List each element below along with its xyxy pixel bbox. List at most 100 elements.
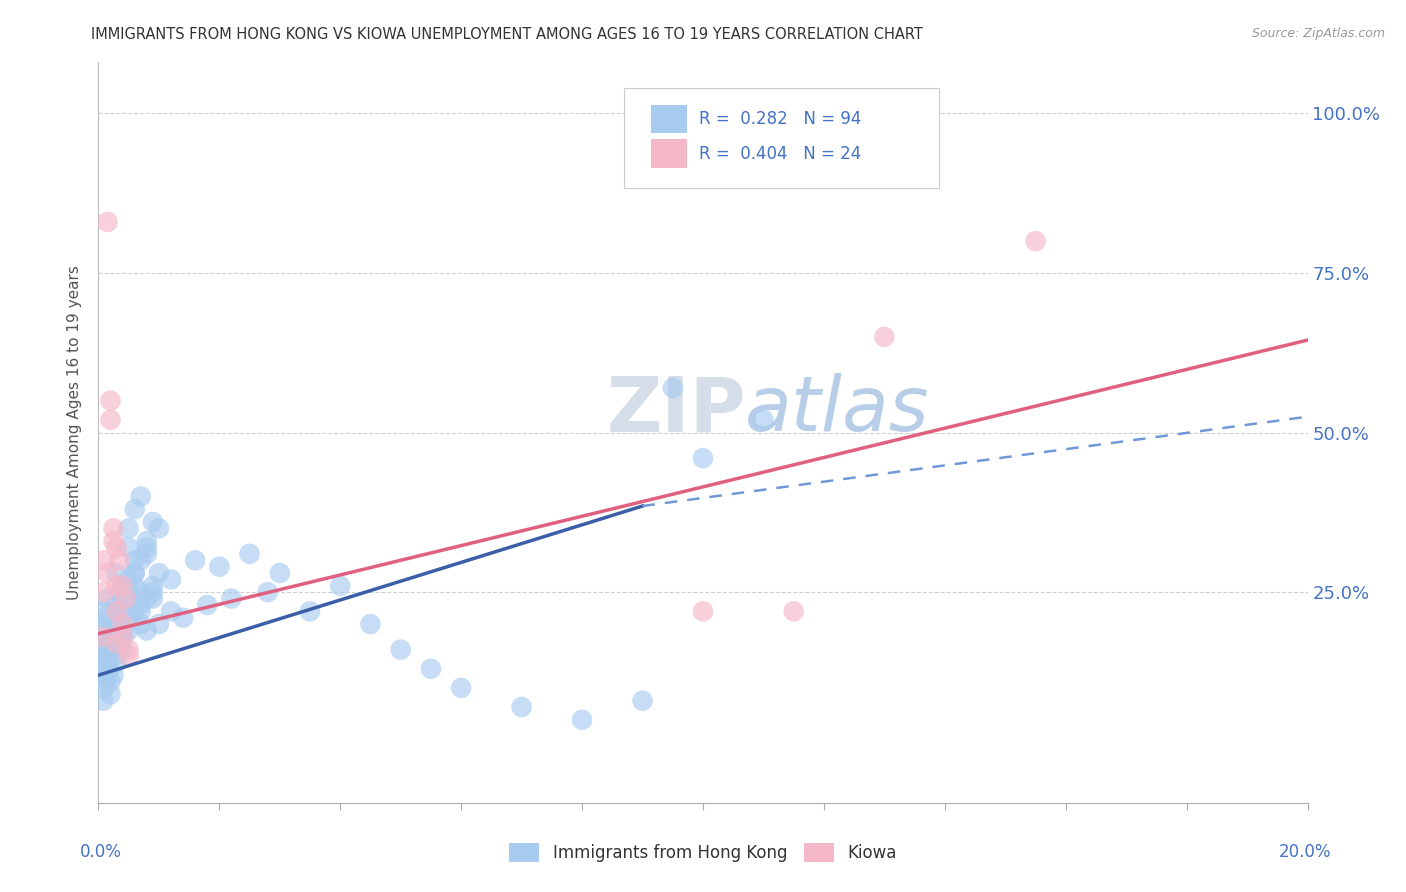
- Point: [100, 687, 122, 701]
- Point: [105, 604, 128, 618]
- Point: [100, 624, 122, 638]
- Point: [111, 591, 134, 606]
- Point: [93, 553, 115, 567]
- Point: [148, 521, 170, 535]
- Point: [105, 566, 128, 580]
- FancyBboxPatch shape: [651, 139, 688, 168]
- Point: [105, 656, 128, 670]
- Legend: Immigrants from Hong Kong, Kiowa: Immigrants from Hong Kong, Kiowa: [503, 836, 903, 869]
- Point: [571, 713, 593, 727]
- Point: [111, 624, 134, 638]
- FancyBboxPatch shape: [624, 88, 939, 188]
- Point: [142, 579, 165, 593]
- Point: [135, 547, 157, 561]
- Point: [111, 642, 134, 657]
- Point: [93, 636, 115, 650]
- Point: [129, 490, 152, 504]
- Point: [100, 393, 122, 408]
- Point: [98, 662, 121, 676]
- Point: [93, 611, 115, 625]
- Text: 0.0%: 0.0%: [80, 843, 122, 861]
- Point: [111, 617, 134, 632]
- Point: [118, 648, 141, 663]
- Point: [93, 624, 115, 638]
- Point: [118, 642, 141, 657]
- Point: [91, 694, 114, 708]
- Point: [98, 630, 121, 644]
- Point: [105, 617, 128, 632]
- Point: [100, 636, 122, 650]
- Point: [111, 579, 134, 593]
- Point: [450, 681, 472, 695]
- Point: [135, 541, 157, 555]
- Point: [420, 662, 443, 676]
- Point: [221, 591, 243, 606]
- Point: [108, 636, 131, 650]
- Point: [96, 656, 118, 670]
- Point: [148, 566, 170, 580]
- Point: [360, 617, 382, 632]
- Point: [96, 215, 118, 229]
- Point: [208, 559, 231, 574]
- Point: [124, 502, 146, 516]
- Point: [873, 330, 896, 344]
- Point: [124, 566, 146, 580]
- Point: [160, 573, 183, 587]
- Point: [114, 591, 136, 606]
- Point: [129, 604, 152, 618]
- Point: [135, 624, 157, 638]
- Point: [124, 604, 146, 618]
- Point: [142, 515, 165, 529]
- Text: R =  0.404   N = 24: R = 0.404 N = 24: [699, 145, 862, 162]
- Point: [692, 451, 714, 466]
- Text: 20.0%: 20.0%: [1278, 843, 1331, 861]
- Point: [108, 553, 131, 567]
- Point: [118, 585, 141, 599]
- Text: atlas: atlas: [745, 374, 929, 448]
- Point: [105, 541, 128, 555]
- Point: [389, 642, 412, 657]
- Point: [103, 668, 125, 682]
- Point: [111, 604, 134, 618]
- Point: [100, 413, 122, 427]
- Point: [93, 585, 115, 599]
- Point: [142, 591, 165, 606]
- Point: [111, 579, 134, 593]
- Point: [111, 630, 134, 644]
- Point: [172, 611, 194, 625]
- Point: [96, 668, 118, 682]
- Point: [1024, 234, 1046, 248]
- Point: [118, 541, 141, 555]
- Point: [91, 630, 114, 644]
- Point: [118, 611, 141, 625]
- Point: [269, 566, 291, 580]
- Point: [129, 617, 152, 632]
- Point: [142, 585, 165, 599]
- Point: [103, 642, 125, 657]
- Point: [124, 553, 146, 567]
- Point: [93, 681, 115, 695]
- Point: [184, 553, 207, 567]
- Text: R =  0.282   N = 94: R = 0.282 N = 94: [699, 110, 862, 128]
- Point: [631, 694, 654, 708]
- Point: [510, 700, 533, 714]
- Point: [94, 648, 117, 663]
- Point: [111, 630, 134, 644]
- Point: [105, 598, 128, 612]
- Point: [103, 648, 125, 663]
- Point: [118, 573, 141, 587]
- Point: [100, 636, 122, 650]
- Point: [329, 579, 352, 593]
- Point: [91, 642, 114, 657]
- Point: [661, 381, 683, 395]
- Point: [96, 591, 118, 606]
- Y-axis label: Unemployment Among Ages 16 to 19 years: Unemployment Among Ages 16 to 19 years: [67, 265, 83, 600]
- Point: [105, 636, 128, 650]
- Point: [105, 604, 128, 618]
- Point: [105, 617, 128, 632]
- Point: [118, 624, 141, 638]
- Point: [90, 662, 112, 676]
- Text: IMMIGRANTS FROM HONG KONG VS KIOWA UNEMPLOYMENT AMONG AGES 16 TO 19 YEARS CORREL: IMMIGRANTS FROM HONG KONG VS KIOWA UNEMP…: [91, 27, 924, 42]
- Point: [100, 674, 122, 689]
- Point: [124, 566, 146, 580]
